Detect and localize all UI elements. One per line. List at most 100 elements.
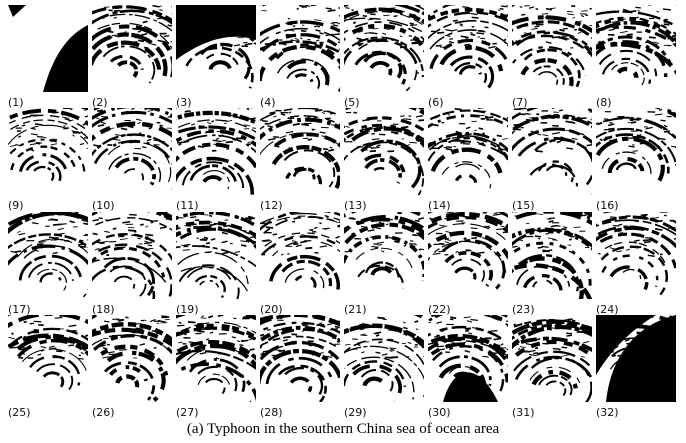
- speck: [184, 141, 189, 142]
- speck: [338, 42, 341, 43]
- speck: [462, 216, 469, 217]
- speck: [260, 335, 264, 336]
- speck: [198, 146, 204, 147]
- speck: [125, 317, 128, 318]
- speck: [477, 33, 485, 34]
- speck: [19, 349, 26, 350]
- speck: [471, 34, 476, 35]
- speck: [635, 247, 641, 248]
- speck: [326, 8, 332, 9]
- speck: [151, 222, 154, 223]
- speck: [520, 7, 522, 8]
- speck: [497, 135, 502, 136]
- speck: [522, 138, 524, 139]
- speck: [128, 126, 134, 127]
- speck: [412, 42, 420, 43]
- speck: [471, 238, 477, 239]
- speck: [247, 109, 249, 110]
- panel-label: (13): [344, 199, 367, 212]
- speck: [470, 320, 477, 321]
- speck: [531, 131, 534, 132]
- panel-label: (2): [92, 96, 108, 109]
- speck: [557, 357, 561, 358]
- speck: [294, 134, 301, 135]
- speck: [412, 335, 416, 336]
- speck: [252, 128, 258, 129]
- speck: [470, 33, 473, 34]
- speck: [274, 356, 276, 357]
- speck: [218, 315, 223, 316]
- speck: [450, 319, 453, 320]
- speck: [632, 44, 638, 45]
- speck: [185, 111, 188, 112]
- speck: [415, 220, 419, 221]
- speck: [375, 352, 380, 353]
- speck: [535, 236, 541, 237]
- speck: [232, 337, 236, 338]
- speck: [495, 345, 500, 346]
- speck: [156, 333, 162, 334]
- speck: [106, 37, 113, 38]
- speck: [641, 215, 648, 216]
- speck: [331, 355, 335, 356]
- speck: [645, 238, 653, 239]
- speck: [80, 240, 84, 241]
- speck: [69, 345, 75, 346]
- speck: [664, 131, 670, 132]
- speck: [177, 325, 185, 326]
- speck: [273, 137, 279, 138]
- speck: [113, 228, 116, 229]
- speck: [545, 17, 550, 18]
- panel-label: (12): [260, 199, 283, 212]
- speck: [82, 108, 88, 109]
- speck: [138, 40, 144, 41]
- speck: [513, 129, 521, 130]
- speck: [660, 120, 665, 121]
- speck: [85, 335, 88, 336]
- speck: [193, 226, 197, 227]
- speck: [573, 326, 576, 327]
- speck: [584, 329, 590, 330]
- speck: [172, 6, 175, 7]
- speck: [608, 129, 614, 130]
- panel-label: (20): [260, 303, 283, 316]
- speck: [487, 117, 493, 118]
- speck: [410, 241, 413, 242]
- speck: [193, 228, 198, 229]
- panel-label: (9): [8, 199, 24, 212]
- page: {"panels": [ {"label": "(1)"}, {"label":…: [0, 0, 686, 443]
- panel-label: (5): [344, 96, 360, 109]
- speck: [249, 118, 256, 119]
- speck: [633, 220, 638, 221]
- speck: [330, 113, 333, 114]
- speck: [478, 37, 480, 38]
- speck: [206, 243, 210, 244]
- speck: [204, 237, 208, 238]
- speck: [168, 18, 170, 19]
- speck: [184, 244, 191, 245]
- speck: [524, 33, 527, 34]
- speck: [272, 246, 275, 247]
- speck: [236, 138, 243, 139]
- speck: [140, 224, 144, 225]
- panel-label: (8): [596, 96, 612, 109]
- panel-label: (29): [344, 406, 367, 419]
- speck: [353, 112, 357, 113]
- speck: [210, 332, 213, 333]
- panel-label: (10): [92, 199, 115, 212]
- speck: [631, 122, 636, 123]
- speck: [432, 117, 438, 118]
- speck: [566, 148, 573, 149]
- speck: [368, 19, 373, 20]
- speck: [666, 211, 671, 212]
- speck: [11, 333, 13, 334]
- speck: [142, 123, 149, 124]
- speck: [30, 115, 36, 116]
- speck: [122, 346, 125, 347]
- speck: [419, 226, 422, 227]
- speck: [199, 126, 203, 127]
- caption: (a) Typhoon in the southern China sea of…: [187, 421, 500, 437]
- speck: [445, 239, 449, 240]
- speck: [353, 22, 355, 23]
- speck: [239, 345, 243, 346]
